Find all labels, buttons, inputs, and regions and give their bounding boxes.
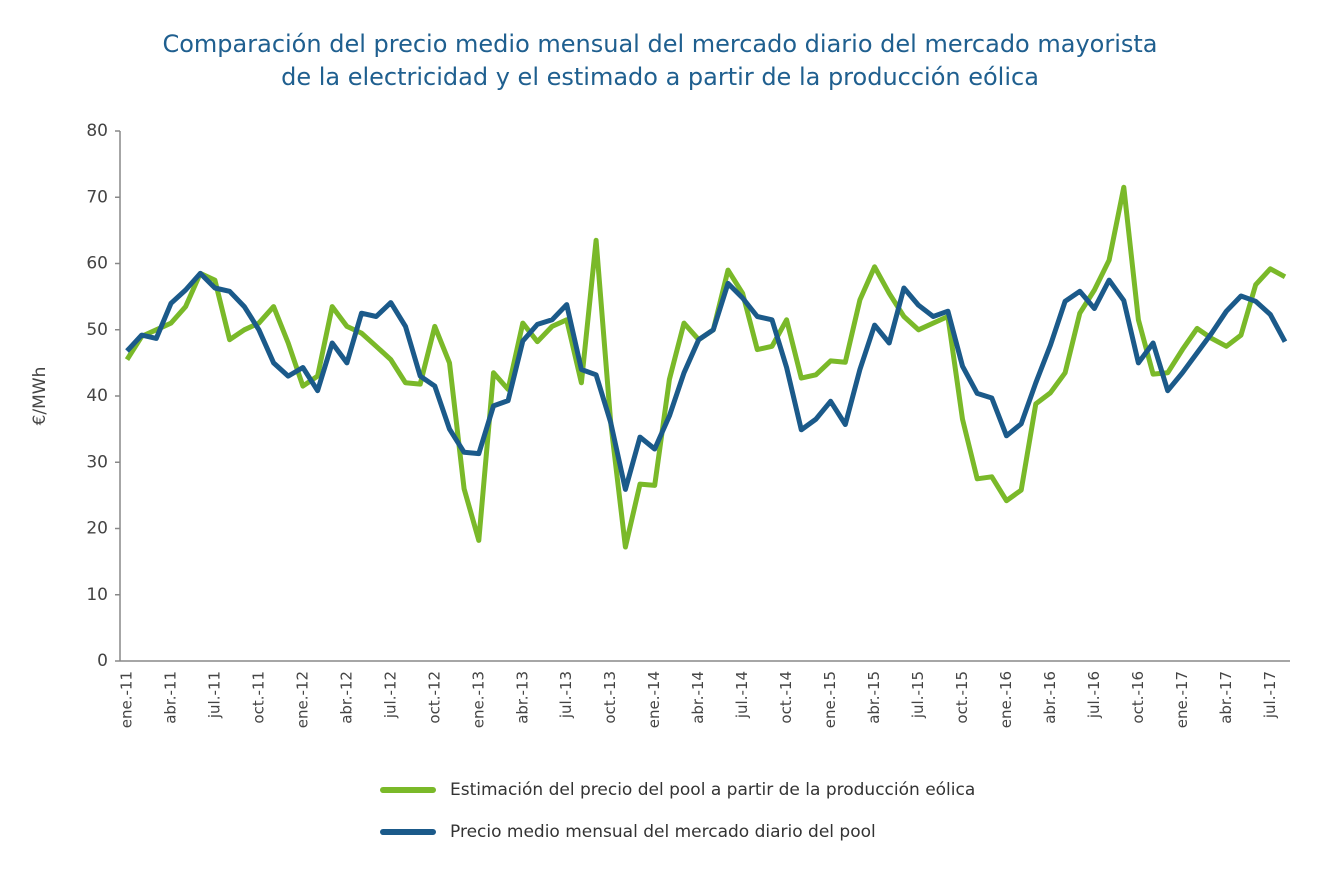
y-tick-label: 0: [97, 651, 108, 671]
y-axis-label: €/MWh: [30, 367, 50, 426]
y-tick-label: 70: [86, 187, 108, 207]
x-tick-label: jul.-16: [1085, 671, 1103, 719]
y-tick-label: 40: [86, 386, 108, 406]
x-tick-label: ene.-13: [469, 671, 487, 728]
y-tick-label: 30: [86, 452, 108, 472]
legend-label: Precio medio mensual del mercado diario …: [450, 822, 876, 842]
y-tick-label: 80: [86, 121, 108, 141]
x-tick-label: oct.-16: [1129, 671, 1147, 724]
x-tick-label: jul.-12: [381, 671, 399, 719]
legend-label: Estimación del precio del pool a partir …: [450, 780, 975, 800]
chart-title: Comparación del precio medio mensual del…: [162, 30, 1157, 58]
x-tick-label: abr.-11: [161, 671, 179, 724]
y-tick-label: 60: [86, 254, 108, 274]
series-line: [125, 270, 1288, 492]
x-tick-label: oct.-13: [601, 671, 619, 724]
x-tick-label: abr.-15: [865, 671, 883, 724]
x-tick-label: ene.-12: [293, 671, 311, 728]
x-tick-label: ene.-16: [997, 671, 1015, 728]
y-tick-label: 50: [86, 320, 108, 340]
x-tick-label: ene.-11: [118, 671, 136, 728]
x-tick-label: oct.-14: [777, 671, 795, 724]
x-tick-label: oct.-15: [953, 671, 971, 724]
x-tick-label: jul.-13: [557, 671, 575, 719]
x-tick-label: abr.-17: [1217, 671, 1235, 724]
x-tick-label: jul.-17: [1261, 671, 1279, 719]
y-tick-label: 20: [86, 519, 108, 539]
x-tick-label: jul.-14: [733, 671, 751, 719]
x-tick-label: ene.-14: [645, 671, 663, 728]
x-tick-label: jul.-11: [205, 671, 223, 719]
x-tick-label: abr.-14: [689, 671, 707, 724]
x-tick-label: abr.-12: [337, 671, 355, 724]
x-tick-label: oct.-11: [249, 671, 267, 724]
x-tick-label: jul.-15: [909, 671, 927, 719]
x-tick-label: oct.-12: [425, 671, 443, 724]
x-tick-label: abr.-16: [1041, 671, 1059, 724]
chart-title: de la electricidad y el estimado a parti…: [281, 63, 1039, 91]
x-tick-label: ene.-17: [1173, 671, 1191, 728]
x-tick-label: ene.-15: [821, 671, 839, 728]
x-tick-label: abr.-13: [513, 671, 531, 724]
y-tick-label: 10: [86, 585, 108, 605]
